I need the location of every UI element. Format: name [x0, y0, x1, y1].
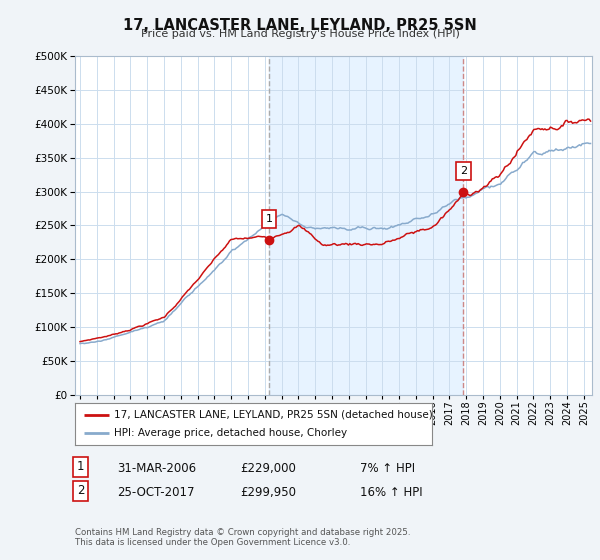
Bar — [269, 56, 463, 395]
Text: 2: 2 — [460, 166, 467, 176]
Text: 17, LANCASTER LANE, LEYLAND, PR25 5SN (detached house): 17, LANCASTER LANE, LEYLAND, PR25 5SN (d… — [114, 410, 433, 420]
Text: Contains HM Land Registry data © Crown copyright and database right 2025.
This d: Contains HM Land Registry data © Crown c… — [75, 528, 410, 547]
Text: 7% ↑ HPI: 7% ↑ HPI — [360, 462, 415, 475]
Text: 31-MAR-2006: 31-MAR-2006 — [117, 462, 196, 475]
Text: 2: 2 — [77, 484, 84, 497]
Text: £229,000: £229,000 — [240, 462, 296, 475]
Text: £299,950: £299,950 — [240, 486, 296, 499]
Text: 1: 1 — [77, 460, 84, 473]
Text: HPI: Average price, detached house, Chorley: HPI: Average price, detached house, Chor… — [114, 428, 347, 438]
Text: Price paid vs. HM Land Registry's House Price Index (HPI): Price paid vs. HM Land Registry's House … — [140, 29, 460, 39]
Text: 25-OCT-2017: 25-OCT-2017 — [117, 486, 194, 499]
Text: 16% ↑ HPI: 16% ↑ HPI — [360, 486, 422, 499]
Text: 17, LANCASTER LANE, LEYLAND, PR25 5SN: 17, LANCASTER LANE, LEYLAND, PR25 5SN — [123, 18, 477, 33]
Text: 1: 1 — [265, 214, 272, 225]
